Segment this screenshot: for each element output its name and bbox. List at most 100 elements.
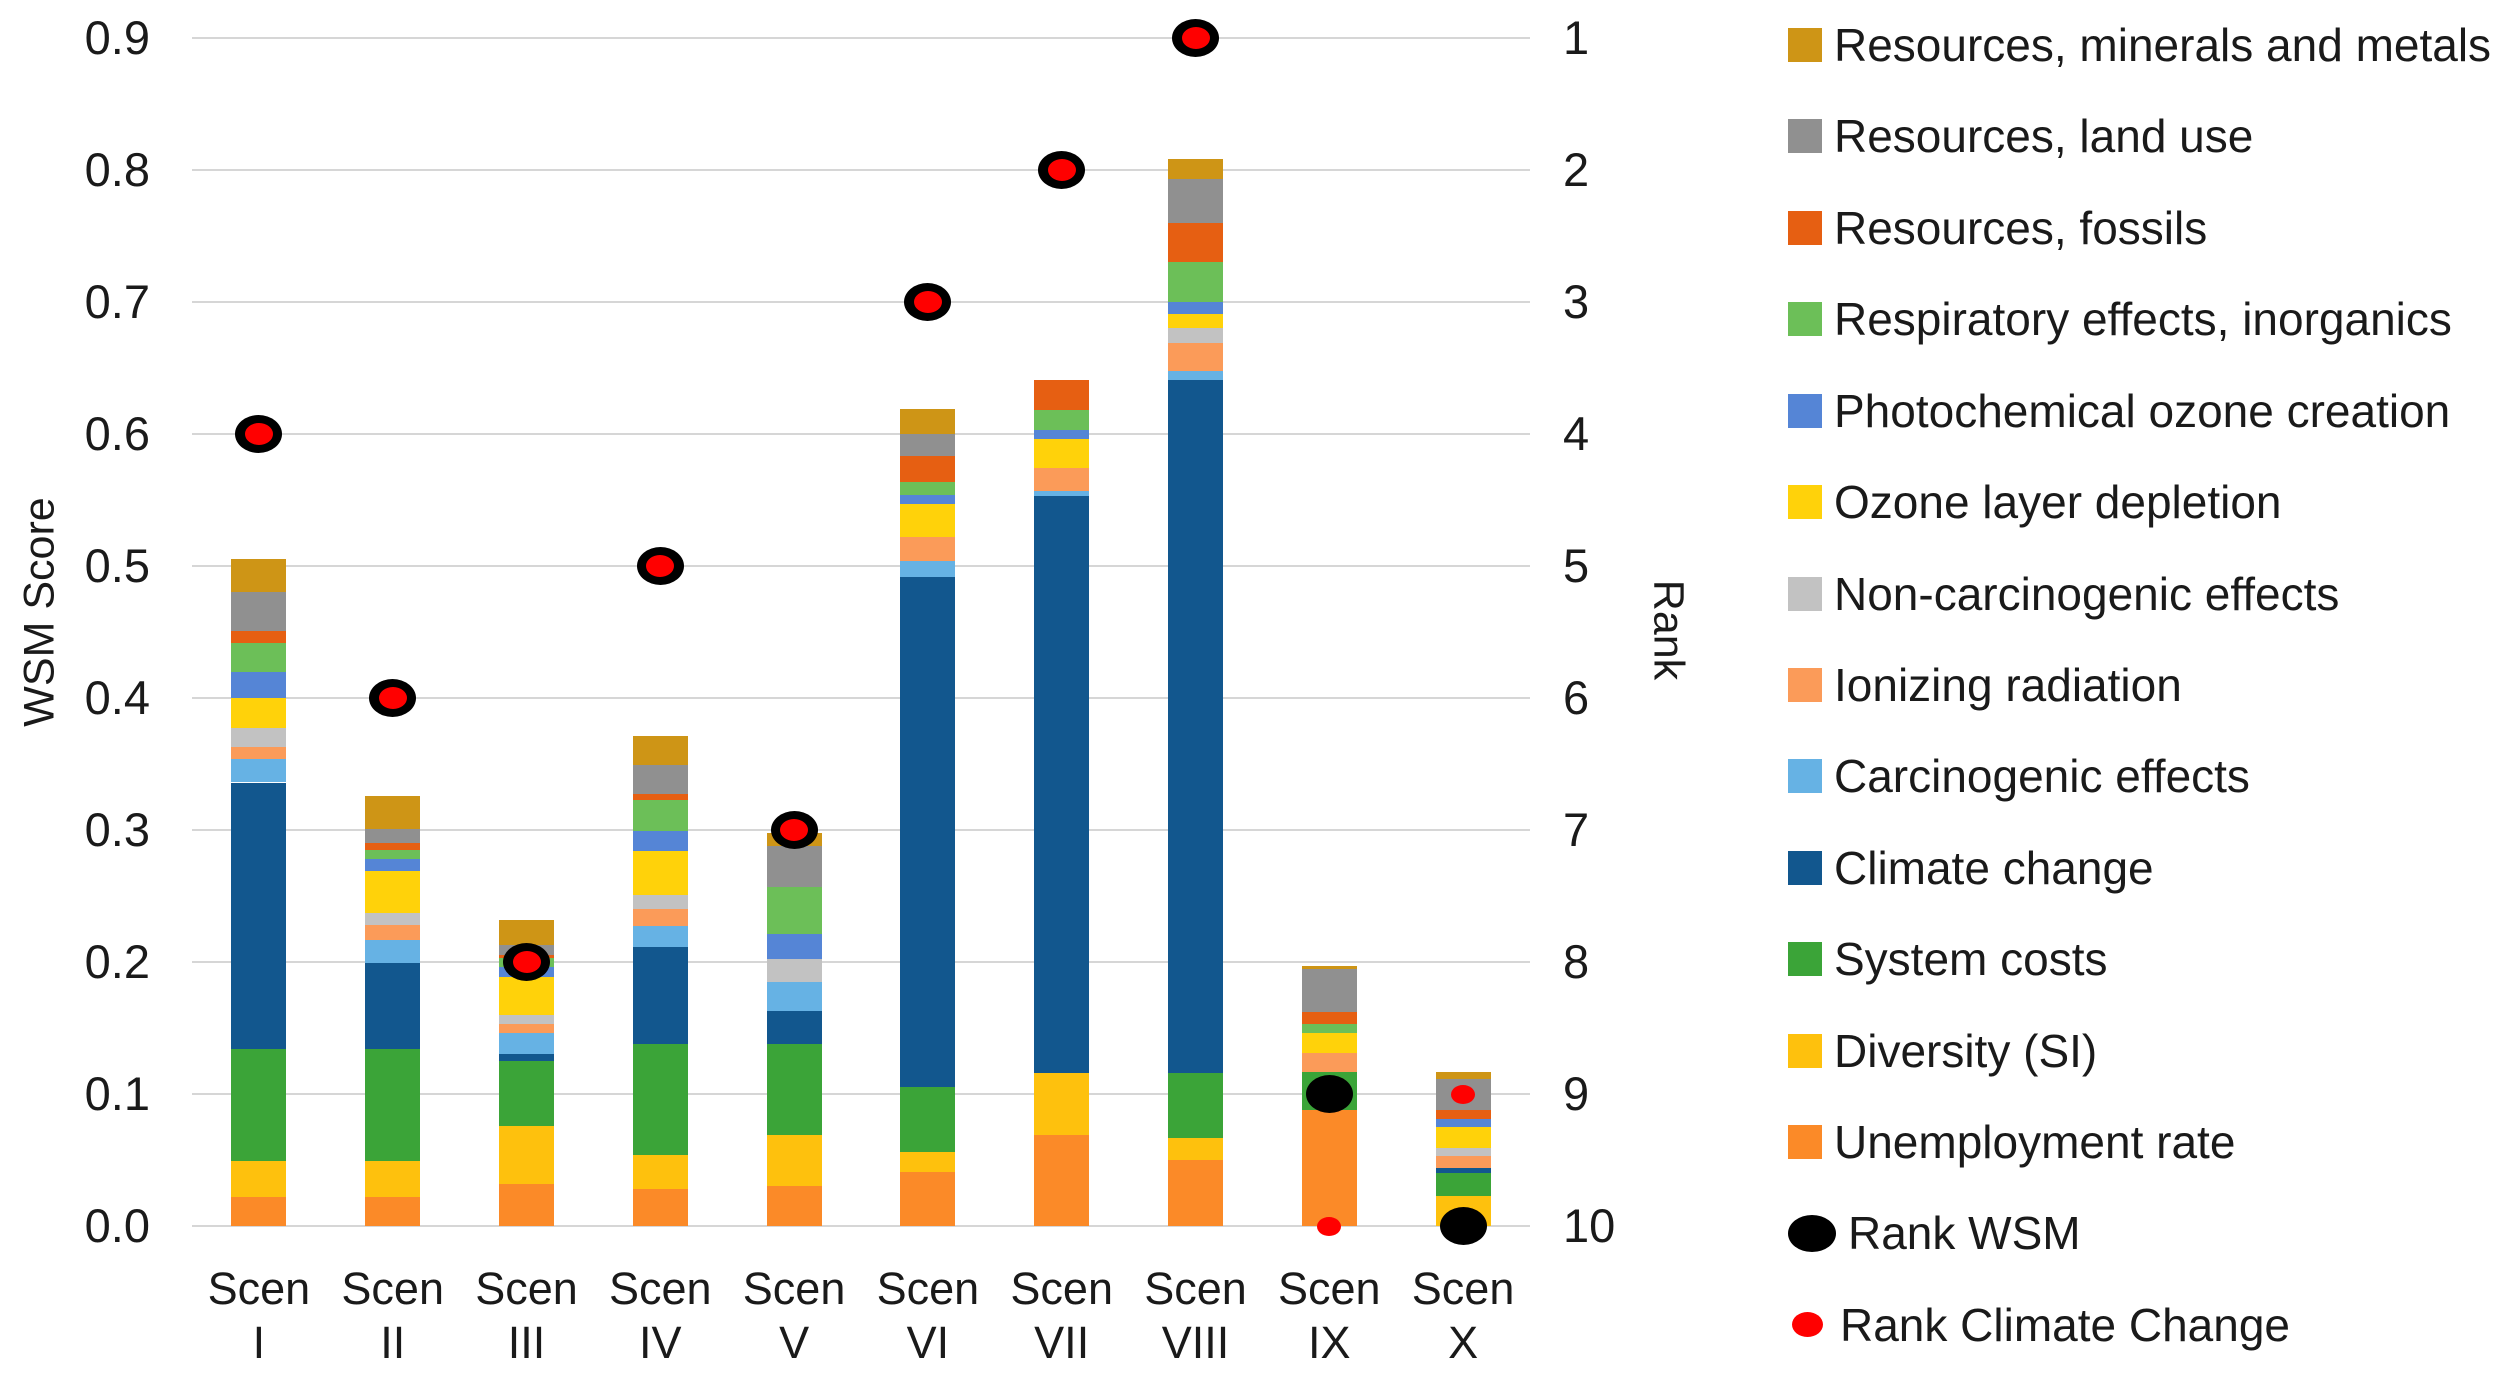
rank-climate-marker: [378, 687, 407, 709]
bar-segment-carcinogenic-effects: [766, 981, 822, 1011]
bar-scen-i: [231, 0, 287, 1226]
legend-swatch-photochemical-ozone-creation: [1788, 393, 1822, 428]
bar-scen-ii: [365, 0, 421, 1226]
bar-segment-ozone-layer-depletion: [499, 976, 554, 1015]
legend-label: Climate change: [1834, 841, 2154, 894]
y-axis-tick-label: 0.2: [84, 935, 150, 988]
legend-swatch-diversity-si-: [1788, 1033, 1822, 1068]
bar-segment-resources-land-use: [1168, 179, 1223, 223]
bar-segment-diversity-si-: [365, 1161, 421, 1197]
gridline: [192, 829, 1530, 831]
x-axis-label: Scen II: [341, 1263, 444, 1368]
bar-segment-climate-change: [365, 963, 421, 1050]
legend-item: Climate change: [1788, 839, 2498, 897]
bar-segment-ionizing-radiation: [231, 746, 287, 759]
legend-swatch-resources-land-use: [1788, 119, 1822, 154]
legend-swatch-ozone-layer-depletion: [1788, 485, 1822, 520]
bar-segment-resources-fossils: [1301, 1012, 1357, 1025]
x-axis-label: Scen III: [475, 1263, 578, 1368]
bar-segment-ionizing-radiation: [1301, 1053, 1357, 1072]
bar-segment-resources-land-use: [632, 765, 688, 795]
bar-segment-carcinogenic-effects: [499, 1033, 554, 1055]
rank-tick-label: 9: [1563, 1067, 1590, 1120]
bar-segment-system-costs: [231, 1049, 287, 1162]
rank-wsm-marker: [1305, 1075, 1353, 1113]
gridline: [192, 301, 1530, 303]
bar-scen-vii: [1034, 0, 1090, 1226]
legend-item: Rank Climate Change: [1788, 1296, 2498, 1354]
bar-segment-unemployment-rate: [900, 1171, 956, 1226]
bar-segment-ozone-layer-depletion: [1435, 1127, 1491, 1149]
y-axis-tick-label: 0.9: [84, 11, 150, 64]
bar-segment-ionizing-radiation: [900, 536, 956, 561]
legend-swatch-ionizing-radiation: [1788, 667, 1822, 702]
bar-segment-diversity-si-: [632, 1154, 688, 1190]
bar-segment-carcinogenic-effects: [231, 758, 287, 783]
bar-segment-ionizing-radiation: [1435, 1156, 1491, 1168]
x-axis-label: Scen V: [742, 1263, 846, 1368]
legend-label: Unemployment rate: [1834, 1116, 2236, 1169]
bar-segment-unemployment-rate: [365, 1196, 421, 1226]
bar-segment-resources-land-use: [231, 592, 287, 631]
legend-swatch-resources-minerals-and-metals: [1788, 28, 1822, 62]
x-axis-label: Scen VIII: [1144, 1263, 1247, 1368]
bar-segment-ionizing-radiation: [1168, 342, 1223, 371]
gridline: [192, 961, 1530, 963]
bar-segment-system-costs: [632, 1043, 688, 1155]
rank-tick-label: 3: [1563, 275, 1590, 328]
bar-segment-climate-change: [900, 576, 956, 1088]
bar-segment-climate-change: [231, 782, 287, 1050]
x-axis-label: Scen IX: [1278, 1263, 1381, 1368]
bar-segment-resources-fossils: [1435, 1109, 1491, 1120]
bar-segment-ozone-layer-depletion: [1301, 1033, 1357, 1054]
legend-label: Photochemical ozone creation: [1834, 384, 2451, 437]
y-axis-tick-label: 0.6: [84, 407, 150, 460]
bar-segment-photochemical-ozone-creation: [365, 859, 421, 871]
bar-segment-resources-land-use: [766, 845, 822, 887]
bar-segment-system-costs: [1435, 1173, 1491, 1196]
bar-segment-carcinogenic-effects: [900, 560, 956, 577]
bar-segment-non-carcinogenic-effects: [365, 913, 421, 926]
bar-segment-respiratory-effects-inorganics: [231, 642, 287, 672]
bar-segment-ozone-layer-depletion: [900, 503, 956, 537]
bar-segment-diversity-si-: [499, 1125, 554, 1184]
rank-climate-marker: [913, 291, 942, 313]
gridline: [192, 565, 1530, 567]
rank-tick-label: 2: [1563, 143, 1590, 196]
bar-segment-carcinogenic-effects: [1168, 370, 1223, 380]
legend-swatch-rank-wsm: [1788, 1214, 1836, 1252]
y-axis-tick-label: 0.5: [84, 539, 150, 592]
bar-segment-climate-change: [766, 1010, 822, 1044]
bar-segment-resources-fossils: [632, 794, 688, 800]
legend-item: Resources, minerals and metals: [1788, 16, 2498, 74]
legend-item: Ionizing radiation: [1788, 656, 2498, 714]
bar-segment-ozone-layer-depletion: [365, 870, 421, 914]
bar-scen-viii: [1168, 0, 1223, 1226]
bar-segment-climate-change: [632, 947, 688, 1044]
rank-climate-marker: [780, 819, 809, 841]
rank-climate-marker: [244, 423, 273, 445]
bar-segment-non-carcinogenic-effects: [1168, 328, 1223, 343]
bar-segment-carcinogenic-effects: [365, 939, 421, 964]
bar-segment-respiratory-effects-inorganics: [1034, 410, 1090, 431]
legend-label: Resources, minerals and metals: [1834, 19, 2492, 71]
x-axis-label: Scen X: [1411, 1263, 1515, 1368]
bar-segment-resources-minerals-and-metals: [900, 408, 956, 434]
gridline: [192, 697, 1530, 699]
legend-label: Ionizing radiation: [1834, 658, 2182, 711]
legend-item: Resources, land use: [1788, 107, 2498, 165]
bar-segment-unemployment-rate: [231, 1196, 287, 1226]
bar-segment-respiratory-effects-inorganics: [1168, 262, 1223, 302]
rank-tick-label: 5: [1563, 539, 1590, 592]
y-axis-tick-label: 0.4: [84, 671, 150, 724]
rank-climate-marker: [512, 951, 541, 973]
bar-segment-non-carcinogenic-effects: [1435, 1148, 1491, 1157]
rank-climate-marker: [646, 555, 675, 577]
bar-segment-photochemical-ozone-creation: [231, 671, 287, 698]
legend-item: Photochemical ozone creation: [1788, 382, 2498, 440]
bar-segment-non-carcinogenic-effects: [766, 959, 822, 982]
x-axis-label: Scen VII: [1010, 1263, 1113, 1368]
legend-label: Resources, land use: [1834, 110, 2254, 163]
bar-segment-ozone-layer-depletion: [1034, 439, 1090, 469]
bar-segment-resources-minerals-and-metals: [365, 795, 421, 829]
